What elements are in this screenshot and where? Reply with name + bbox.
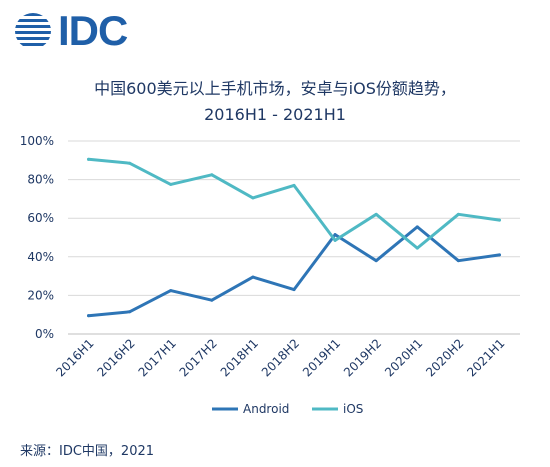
chart-title: 中国600美元以上手机市场，安卓与iOS份额趋势， 2016H1 - 2021H… — [0, 76, 550, 128]
series-line-ios — [87, 157, 501, 250]
chart-title-line1: 中国600美元以上手机市场，安卓与iOS份额趋势， — [94, 79, 456, 98]
data-point-ios — [497, 218, 501, 222]
legend-label-ios: iOS — [343, 402, 363, 416]
logo-text: IDC — [58, 7, 128, 54]
data-point-ios — [333, 238, 337, 242]
data-point-android — [415, 225, 419, 229]
data-point-android — [333, 233, 337, 237]
x-tick-label: 2021H1 — [464, 336, 507, 379]
globe-icon — [15, 13, 51, 46]
data-point-ios — [292, 183, 296, 187]
data-point-android — [210, 298, 214, 302]
x-tick-label: 2016H2 — [94, 336, 137, 379]
x-tick-label: 2018H2 — [259, 336, 302, 379]
data-point-ios — [251, 196, 255, 200]
y-tick-label: 100% — [20, 134, 54, 148]
data-point-android — [251, 275, 255, 279]
x-tick-label: 2019H2 — [341, 336, 384, 379]
y-tick-label: 80% — [27, 173, 54, 187]
y-tick-label: 40% — [27, 250, 54, 264]
data-point-ios — [374, 212, 378, 216]
data-point-android — [128, 310, 132, 314]
data-point-android — [497, 253, 501, 257]
x-tick-label: 2020H2 — [423, 336, 466, 379]
x-tick-label: 2020H1 — [382, 336, 425, 379]
series-line-android — [87, 225, 501, 318]
data-point-android — [87, 314, 91, 318]
source-note: 来源：IDC中国，2021 — [20, 444, 155, 459]
x-tick-label: 2016H1 — [53, 336, 96, 379]
y-tick-label: 0% — [35, 327, 54, 341]
x-tick-label: 2017H1 — [136, 336, 179, 379]
data-point-android — [456, 259, 460, 263]
data-point-android — [292, 288, 296, 292]
legend-label-android: Android — [243, 402, 289, 416]
data-point-ios — [210, 173, 214, 177]
data-point-ios — [169, 182, 173, 186]
x-tick-label: 2019H1 — [300, 336, 343, 379]
data-point-ios — [415, 246, 419, 250]
data-point-ios — [456, 212, 460, 216]
chart-title-line2: 2016H1 - 2021H1 — [204, 105, 346, 124]
data-point-ios — [128, 161, 132, 165]
y-tick-label: 20% — [27, 288, 54, 302]
x-tick-label: 2017H2 — [177, 336, 220, 379]
data-point-ios — [87, 157, 91, 161]
idc-logo: IDC — [14, 7, 128, 54]
data-point-android — [374, 259, 378, 263]
y-tick-label: 60% — [27, 211, 54, 225]
data-point-android — [169, 289, 173, 293]
x-tick-label: 2018H1 — [218, 336, 261, 379]
